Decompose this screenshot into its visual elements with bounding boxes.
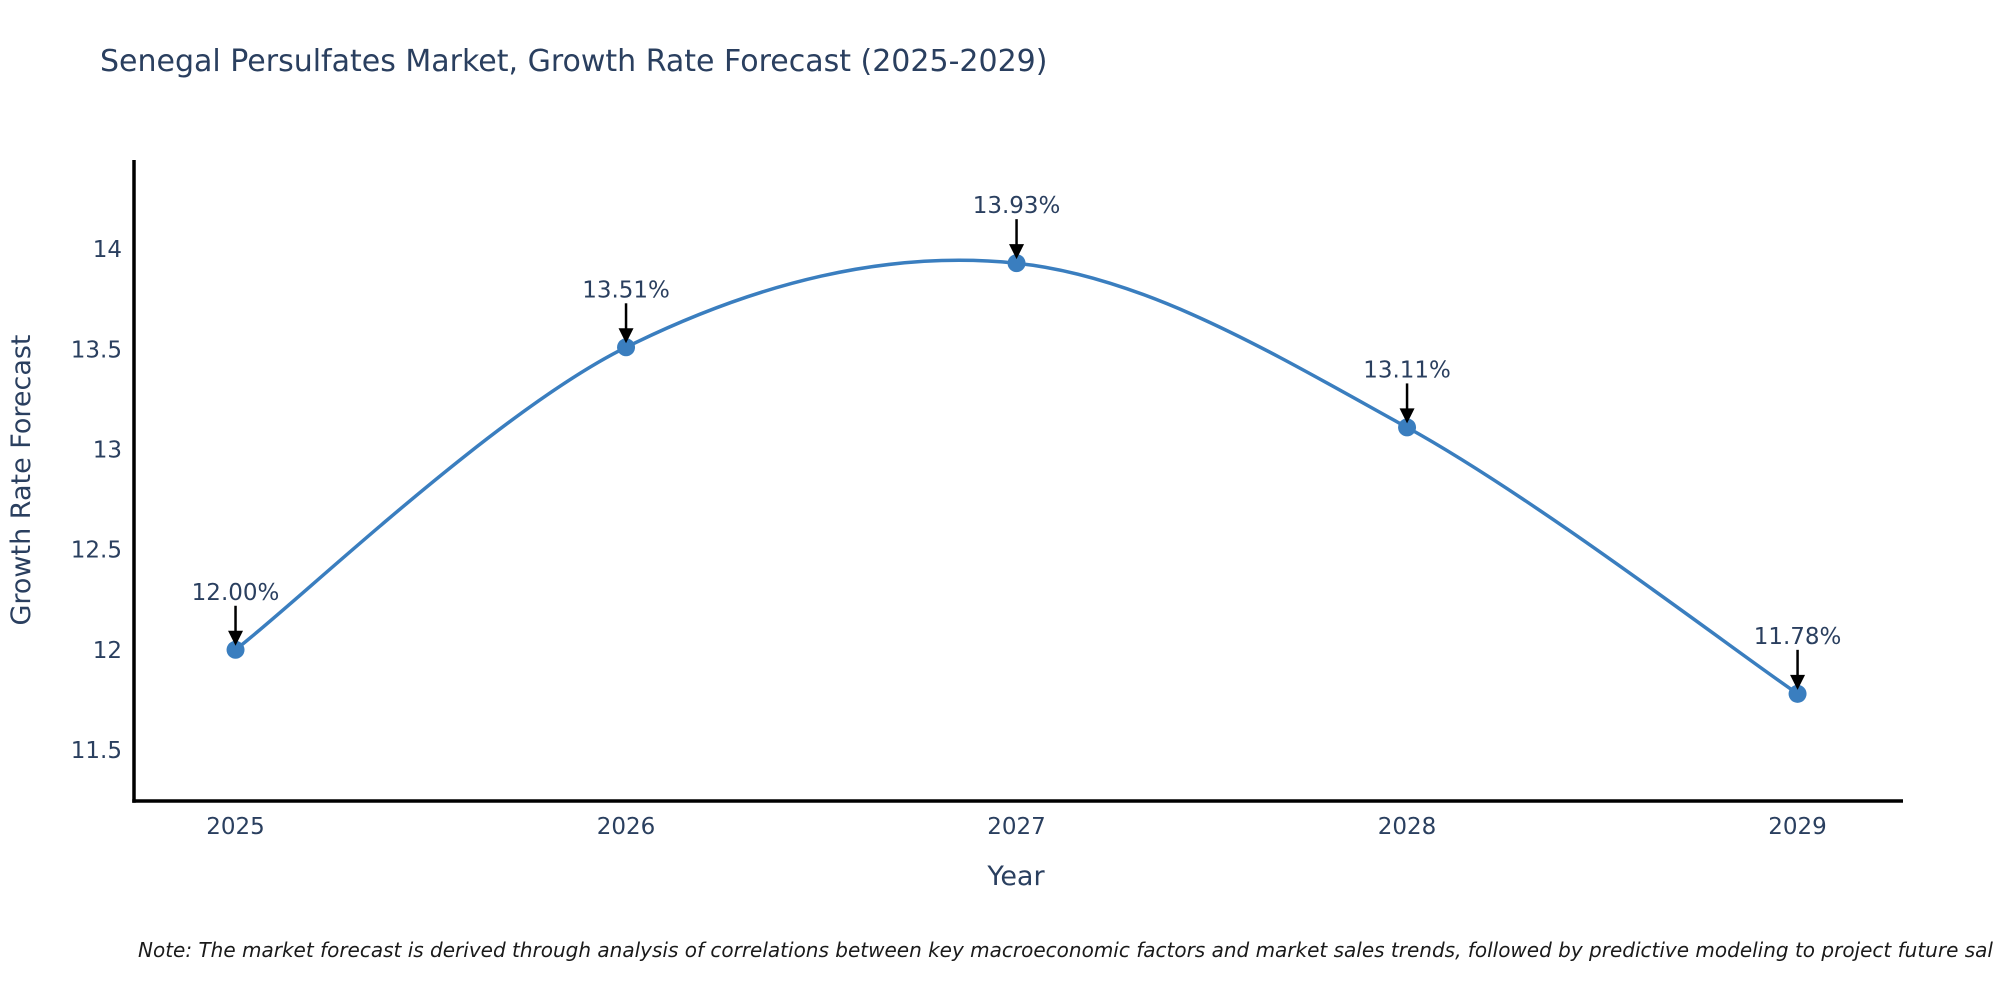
annotation-arrowhead	[1399, 408, 1415, 424]
x-tick-label: 2025	[206, 814, 265, 840]
data-point-marker	[617, 338, 636, 357]
y-tick-label: 14	[93, 237, 122, 263]
annotation-label: 12.00%	[192, 580, 280, 606]
annotation-arrowhead	[618, 328, 634, 344]
data-point-marker	[1398, 418, 1417, 437]
annotation-label: 11.78%	[1754, 624, 1842, 650]
line-series	[233, 258, 1800, 696]
y-tick-label: 13	[93, 437, 122, 463]
annotation-label: 13.93%	[973, 193, 1061, 219]
y-axis-title: Growth Rate Forecast	[6, 334, 37, 625]
annotation-arrowhead	[1790, 674, 1806, 690]
chart-title: Senegal Persulfates Market, Growth Rate …	[100, 44, 1047, 79]
annotation-arrowhead	[1009, 244, 1025, 260]
data-point-marker	[226, 640, 245, 659]
data-point-marker	[1788, 684, 1807, 703]
annotation-label: 13.11%	[1363, 357, 1451, 383]
x-tick-label: 2026	[597, 814, 656, 840]
annotation-label: 13.51%	[582, 277, 670, 303]
y-tick-label: 12.5	[71, 538, 122, 564]
x-axis-title: Year	[986, 861, 1045, 892]
data-point-marker	[1007, 254, 1026, 273]
x-tick-label: 2027	[987, 814, 1046, 840]
plot-area: 11.5 12 12.5 13 13.5 14 2025 2026 2027 2028 2029 12…	[71, 160, 1903, 840]
annotation-arrowhead	[228, 630, 244, 646]
x-tick-label: 2028	[1378, 814, 1437, 840]
y-tick-label: 11.5	[71, 738, 122, 764]
x-tick-label: 2029	[1768, 814, 1827, 840]
y-tick-label: 12	[93, 638, 122, 664]
y-tick-label: 13.5	[71, 337, 122, 363]
footnote: Note: The market forecast is derived thr…	[138, 938, 1993, 962]
